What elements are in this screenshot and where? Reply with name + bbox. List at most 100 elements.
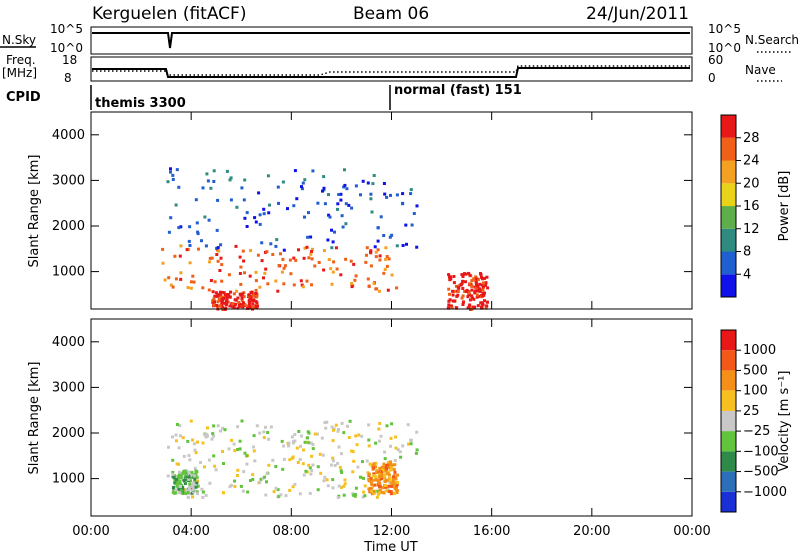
velocity-y-ticks: 1000 2000 3000 4000 xyxy=(52,335,692,487)
data-cell xyxy=(251,305,255,309)
data-cell xyxy=(171,490,175,494)
y-tick-label: 1000 xyxy=(52,472,85,487)
data-cell xyxy=(380,473,384,476)
data-cell xyxy=(281,257,285,261)
data-region-2 xyxy=(446,271,490,311)
cpid-2: normal (fast) 151 xyxy=(394,83,522,98)
data-cell xyxy=(321,453,325,457)
data-cell xyxy=(335,267,339,271)
data-cell xyxy=(382,271,386,275)
data-cell xyxy=(215,304,219,307)
data-cell xyxy=(387,257,391,261)
data-cell xyxy=(471,305,475,309)
data-cell xyxy=(401,201,405,205)
data-cell xyxy=(207,218,211,222)
data-cell xyxy=(257,191,261,195)
data-cell xyxy=(331,240,335,244)
data-cell xyxy=(367,423,371,427)
data-cell xyxy=(485,300,489,304)
nsky-tick-bottom: 10^0 xyxy=(50,41,83,55)
data-cell xyxy=(415,430,419,434)
data-cell xyxy=(191,485,195,489)
data-cell xyxy=(460,296,464,300)
data-cell xyxy=(262,436,266,439)
data-cell xyxy=(186,496,190,499)
data-cell xyxy=(203,433,207,437)
data-cell xyxy=(205,172,209,176)
data-cell xyxy=(410,223,414,227)
data-cell xyxy=(316,201,320,205)
data-cell xyxy=(350,282,354,285)
data-cell xyxy=(310,469,314,473)
x-tick-label: 00:00 xyxy=(72,524,109,539)
data-cell xyxy=(476,284,480,288)
data-cell xyxy=(252,449,256,453)
data-cell xyxy=(254,279,258,283)
data-cell xyxy=(258,213,262,217)
data-cell xyxy=(268,203,271,207)
data-cell xyxy=(383,457,387,461)
x-tick-label: 20:00 xyxy=(573,524,610,539)
data-cell xyxy=(322,479,326,483)
data-cell xyxy=(183,488,187,492)
y-tick-label: 3000 xyxy=(52,380,85,395)
data-cell xyxy=(363,484,367,488)
nave-tick-bottom: 0 xyxy=(708,71,716,85)
data-cell xyxy=(267,463,271,467)
data-cell xyxy=(195,221,199,225)
data-cell xyxy=(196,484,200,488)
data-cell xyxy=(249,479,252,482)
data-cell xyxy=(215,294,219,298)
data-cell xyxy=(395,286,399,290)
data-cell xyxy=(396,481,400,485)
colorbar-swatch xyxy=(721,431,736,452)
data-cell xyxy=(251,298,255,302)
data-cell xyxy=(169,167,172,171)
data-cell xyxy=(171,486,175,490)
nave-label: Nave xyxy=(745,63,776,77)
data-cell xyxy=(293,482,297,486)
cpid-strip: CPID themis 3300 normal (fast) 151 xyxy=(6,83,522,111)
data-cell xyxy=(171,285,175,289)
data-cell xyxy=(284,494,288,498)
data-cell xyxy=(292,283,296,287)
data-cell xyxy=(187,454,191,458)
data-cell xyxy=(483,299,486,303)
data-cell xyxy=(220,263,224,267)
data-cell xyxy=(305,279,309,283)
data-cell xyxy=(286,207,289,211)
data-cell xyxy=(372,492,376,495)
data-cell xyxy=(194,485,198,489)
x-tick-label: 08:00 xyxy=(273,524,310,539)
data-cell xyxy=(215,246,219,250)
data-cell xyxy=(195,475,199,479)
data-cell xyxy=(372,466,376,470)
data-cell xyxy=(302,448,305,452)
y-tick-label: 2000 xyxy=(52,426,85,441)
data-cell xyxy=(269,425,273,429)
data-cell xyxy=(332,260,336,264)
data-cell xyxy=(266,282,270,286)
data-cell xyxy=(311,463,315,467)
data-cell xyxy=(187,470,191,474)
data-cell xyxy=(215,228,219,232)
data-cell xyxy=(288,258,292,262)
data-cell xyxy=(173,474,177,478)
colorbar-tick-label: 24 xyxy=(743,154,760,169)
data-cell xyxy=(323,249,326,253)
data-cell xyxy=(358,475,362,479)
data-cell xyxy=(258,285,262,289)
data-cell xyxy=(242,259,246,263)
data-cell xyxy=(390,233,394,237)
data-cell xyxy=(388,477,392,481)
data-cell xyxy=(355,443,359,447)
data-cell xyxy=(389,468,393,472)
data-cell xyxy=(177,470,181,474)
data-cell xyxy=(236,468,240,472)
data-cell xyxy=(238,272,242,275)
data-cell xyxy=(331,478,335,482)
data-cell xyxy=(265,250,269,254)
nsearch-tick-top: 10^5 xyxy=(708,22,741,36)
data-cell xyxy=(385,463,388,467)
data-cell xyxy=(389,466,393,470)
